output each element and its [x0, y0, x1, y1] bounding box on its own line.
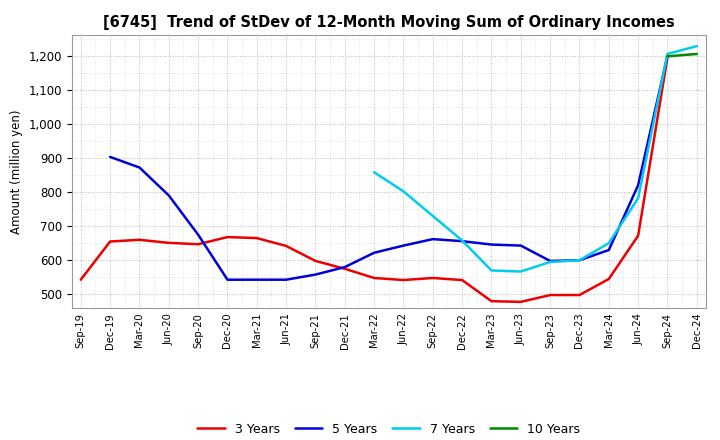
- 5 Years: [605, 247, 613, 253]
- Title: [6745]  Trend of StDev of 12-Month Moving Sum of Ordinary Incomes: [6745] Trend of StDev of 12-Month Moving…: [103, 15, 675, 30]
- 5 Years: [458, 238, 467, 244]
- Line: 7 Years: 7 Years: [374, 46, 697, 271]
- 3 Years: [575, 293, 584, 298]
- 3 Years: [605, 276, 613, 282]
- 7 Years: [546, 259, 554, 264]
- Line: 10 Years: 10 Years: [667, 54, 697, 56]
- 5 Years: [634, 183, 642, 188]
- 3 Years: [634, 233, 642, 238]
- 7 Years: [575, 258, 584, 263]
- 7 Years: [370, 170, 379, 175]
- 5 Years: [399, 243, 408, 248]
- Line: 3 Years: 3 Years: [81, 57, 667, 302]
- 3 Years: [428, 275, 437, 281]
- 5 Years: [428, 236, 437, 242]
- 5 Years: [282, 277, 290, 282]
- 5 Years: [575, 258, 584, 263]
- 5 Years: [106, 154, 114, 160]
- 7 Years: [605, 241, 613, 246]
- 3 Years: [399, 277, 408, 282]
- 7 Years: [516, 269, 525, 274]
- 3 Years: [76, 277, 85, 282]
- 7 Years: [487, 268, 496, 273]
- Y-axis label: Amount (million yen): Amount (million yen): [10, 110, 23, 234]
- 3 Years: [223, 235, 232, 240]
- 5 Years: [311, 272, 320, 277]
- 5 Years: [194, 232, 202, 237]
- 5 Years: [487, 242, 496, 247]
- 3 Years: [282, 243, 290, 249]
- 7 Years: [634, 195, 642, 201]
- 5 Years: [370, 250, 379, 255]
- 5 Years: [223, 277, 232, 282]
- 5 Years: [516, 243, 525, 248]
- 5 Years: [341, 264, 349, 270]
- 7 Years: [458, 238, 467, 243]
- 3 Years: [135, 237, 144, 242]
- 3 Years: [516, 299, 525, 304]
- 5 Years: [663, 53, 672, 58]
- 5 Years: [546, 258, 554, 264]
- 3 Years: [370, 275, 379, 281]
- 7 Years: [428, 213, 437, 219]
- 7 Years: [663, 51, 672, 57]
- 3 Years: [663, 55, 672, 60]
- 10 Years: [663, 54, 672, 59]
- 5 Years: [164, 193, 173, 198]
- 3 Years: [458, 277, 467, 282]
- 3 Years: [341, 266, 349, 271]
- 3 Years: [487, 299, 496, 304]
- 5 Years: [135, 165, 144, 170]
- 7 Years: [399, 189, 408, 194]
- 3 Years: [311, 258, 320, 264]
- 3 Years: [164, 240, 173, 246]
- 10 Years: [693, 51, 701, 57]
- Line: 5 Years: 5 Years: [110, 55, 667, 280]
- 3 Years: [194, 242, 202, 247]
- 3 Years: [253, 235, 261, 241]
- 7 Years: [693, 44, 701, 49]
- 3 Years: [546, 293, 554, 298]
- 5 Years: [253, 277, 261, 282]
- 3 Years: [106, 239, 114, 244]
- Legend: 3 Years, 5 Years, 7 Years, 10 Years: 3 Years, 5 Years, 7 Years, 10 Years: [192, 418, 585, 440]
